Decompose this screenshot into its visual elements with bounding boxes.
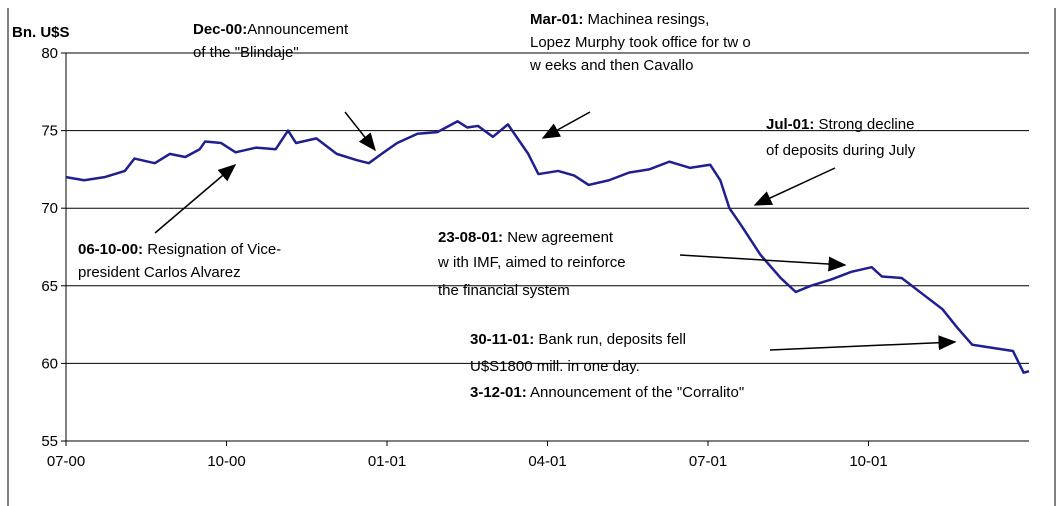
annotation: 30-11-01: Bank run, deposits fell — [470, 331, 686, 348]
annotation: Lopez Murphy took office for tw o — [530, 34, 751, 51]
annotation-text: Resignation of Vice- — [143, 241, 281, 258]
x-tick-label: 10-00 — [207, 453, 245, 470]
annotation-label: 23-08-01: — [438, 229, 503, 246]
annotation: 06-10-00: Resignation of Vice- — [78, 241, 281, 258]
annotation-text: of deposits during July — [766, 142, 916, 159]
y-axis-label: Bn. U$S — [12, 24, 70, 41]
annotation-arrow — [154, 164, 237, 234]
data-line — [65, 120, 1030, 374]
annotation-text: U$S1800 mill. in one day. — [470, 358, 640, 375]
y-tick-label: 70 — [41, 200, 58, 217]
annotation-text: Lopez Murphy took office for tw o — [530, 34, 751, 51]
annotation-label: Jul-01: — [766, 116, 814, 133]
annotation: Mar-01: Machinea resings, — [530, 11, 709, 28]
annotation: Dec-00:Announcement — [193, 21, 349, 38]
y-tick-label: 75 — [41, 123, 58, 140]
annotation-arrow — [679, 254, 847, 272]
annotation-label: 3-12-01: — [470, 384, 527, 401]
annotation-label: 06-10-00: — [78, 241, 143, 258]
annotation: of deposits during July — [766, 142, 916, 159]
annotation: president Carlos Alvarez — [78, 264, 241, 281]
annotation: of the "Blindaje" — [193, 44, 299, 61]
annotation-text: president Carlos Alvarez — [78, 264, 241, 281]
annotation-label: Dec-00: — [193, 21, 247, 38]
annotation-text: w eeks and then Cavallo — [529, 57, 693, 74]
annotation: w ith IMF, aimed to reinforce — [437, 254, 626, 271]
x-tick-label: 07-00 — [47, 453, 85, 470]
annotation: 3-12-01: Announcement of the "Corralito" — [470, 384, 744, 401]
annotation-text: Announcement of the "Corralito" — [527, 384, 744, 401]
annotation-text: of the "Blindaje" — [193, 44, 299, 61]
annotation: 23-08-01: New agreement — [438, 229, 614, 246]
annotation: w eeks and then Cavallo — [529, 57, 693, 74]
annotation-text: Strong decline — [814, 116, 914, 133]
annotation: U$S1800 mill. in one day. — [470, 358, 640, 375]
annotation-arrow — [344, 111, 376, 152]
annotation-arrow — [769, 335, 957, 351]
annotation: Jul-01: Strong decline — [766, 116, 914, 133]
annotation-label: 30-11-01: — [470, 331, 534, 348]
y-tick-label: 65 — [41, 278, 58, 295]
x-tick-label: 07-01 — [689, 453, 727, 470]
y-tick-label: 55 — [41, 433, 58, 450]
annotation-arrow — [753, 167, 836, 206]
annotation-text: New agreement — [503, 229, 614, 246]
x-tick-label: 01-01 — [368, 453, 406, 470]
y-tick-label: 60 — [41, 355, 58, 372]
annotation-text: Machinea resings, — [583, 11, 709, 28]
annotation: the financial system — [438, 282, 570, 299]
annotation-text: Bank run, deposits fell — [534, 331, 686, 348]
x-tick-label: 04-01 — [528, 453, 566, 470]
annotation-text: the financial system — [438, 282, 570, 299]
annotation-text: w ith IMF, aimed to reinforce — [437, 254, 626, 271]
annotation-arrow — [541, 111, 591, 139]
x-tick-label: 10-01 — [849, 453, 887, 470]
y-tick-label: 80 — [41, 45, 58, 62]
annotation-label: Mar-01: — [530, 11, 583, 28]
annotation-text: Announcement — [247, 21, 349, 38]
